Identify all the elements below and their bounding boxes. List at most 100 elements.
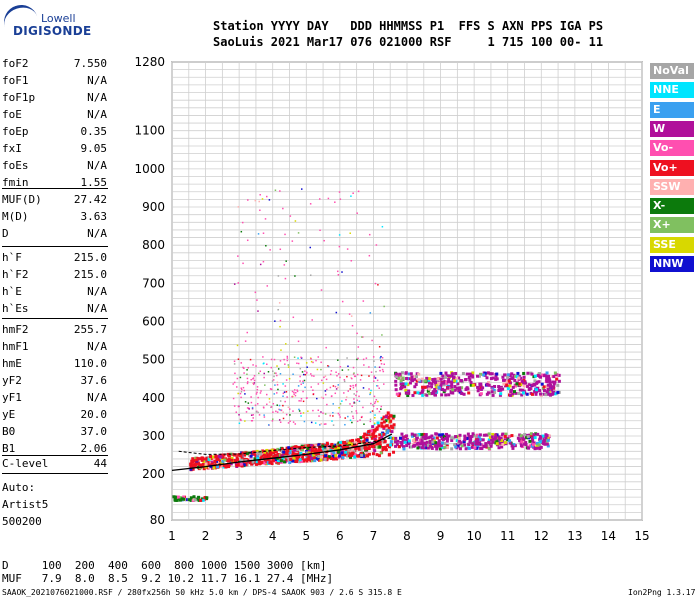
echo-dot [352,402,355,404]
echo-dot [546,438,550,442]
echo-dot [467,446,471,450]
echo-dot [406,394,410,398]
echo-dot [271,420,274,422]
echo-dot [275,410,277,413]
echo-dot [305,362,308,364]
profile-line [171,433,393,472]
echo-dot [465,386,469,390]
param-name: yF2 [2,374,22,387]
echo-dot [418,442,422,446]
echo-dot [346,375,348,378]
echo-dot [514,384,518,388]
echo-dot [551,386,555,390]
echo-dot [445,446,449,450]
echo-dot [352,415,354,418]
param-value: 37.6 [80,374,108,387]
echo-dot [216,455,220,459]
echo-dot [239,418,242,421]
y-tick-label: 700 [142,276,165,290]
echo-dot [434,444,438,448]
echo-dot [427,392,431,396]
echo-dot [456,444,460,448]
echo-dot [257,310,259,312]
echo-dot [262,453,266,457]
echo-dot [282,392,285,395]
echo-dot [207,456,211,460]
echo-dot [346,439,350,443]
echo-dot [337,273,340,276]
echo-dot [350,315,353,317]
echo-dot [318,415,320,417]
echo-dot [349,452,353,456]
echo-dot [522,384,526,388]
echo-dot [240,230,243,233]
echo-dot [232,383,234,385]
echo-dot [257,411,259,414]
echo-dot [532,382,536,386]
echo-dot [339,198,342,200]
echo-dot [468,440,472,444]
echo-dot [279,400,282,402]
echo-dot [362,300,365,302]
echo-dot [260,454,264,458]
echo-dot [301,371,304,373]
legend-item-ssw: SSW [650,178,694,195]
echo-dot [247,199,249,201]
echo-dot [339,366,342,368]
echo-dot [279,459,283,463]
echo-dot [214,454,218,458]
echo-dot [394,444,398,448]
echo-dot [377,442,381,446]
echo-dot [243,367,245,370]
echo-dot [256,403,259,405]
echo-dot [249,454,253,458]
echo-dot [425,440,429,444]
echo-dot [227,454,231,458]
echo-dot [523,432,527,436]
echo-dot [526,371,530,375]
echo-dot [252,364,254,366]
echo-dot [294,275,296,277]
param-value: 20.0 [80,408,108,421]
echo-dot [441,374,445,378]
echo-dot [510,377,514,381]
echo-dot [402,382,406,386]
echo-dot [273,375,275,378]
echo-dot [377,454,381,458]
echo-dot [361,415,363,418]
echo-dot [447,434,451,438]
echo-dot [549,393,553,397]
echo-dot [438,433,442,437]
echo-dot [391,416,395,420]
echo-dot [278,302,281,304]
echo-dot [404,391,408,395]
echo-dot [372,356,375,358]
echo-dot [481,438,485,442]
echo-dot [365,438,369,442]
echo-dot [285,446,289,450]
echo-dot [512,373,516,377]
echo-dot [283,460,287,464]
echo-dot [541,434,545,438]
echo-dot [215,457,219,461]
legend-item-noval: NoVal [650,63,694,79]
echo-dot [386,429,390,433]
echo-dot [513,378,517,382]
echo-dot [341,300,344,303]
echo-dot [545,371,549,375]
echo-dot [247,407,250,409]
echo-dot [229,462,233,466]
echo-dot [214,459,218,463]
echo-dot [272,403,275,405]
echo-dot [282,207,284,210]
echo-dot [332,424,335,426]
echo-dot [343,380,346,383]
echo-dot [246,381,249,383]
echo-dot [469,381,473,385]
echo-dot [545,378,549,382]
param-row: foF2 7.550 [2,57,107,74]
param-row: MUF(D) 27.42 [2,193,107,210]
echo-dot [511,392,515,396]
echo-dot [280,447,284,451]
echo-dot [491,376,495,380]
